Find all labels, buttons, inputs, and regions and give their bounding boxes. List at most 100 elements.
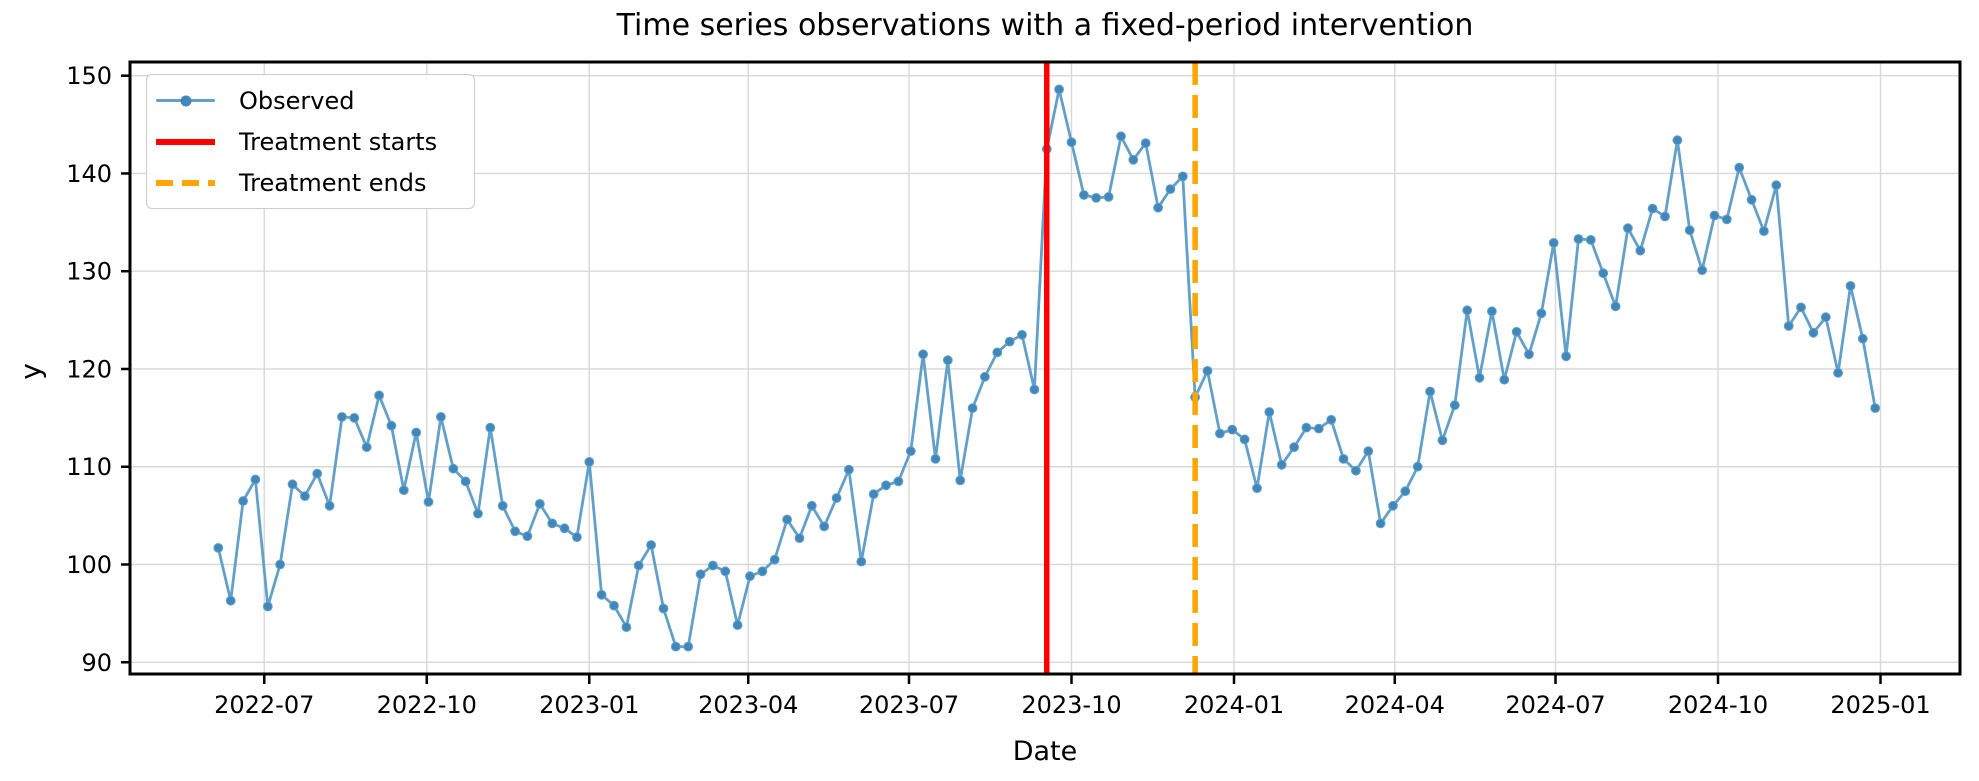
x-tick-label: 2022-07 (214, 691, 314, 719)
observed-data-point (1276, 459, 1287, 470)
observed-data-point (374, 390, 385, 401)
observed-data-point (732, 620, 743, 630)
plot-border (128, 60, 1962, 676)
observed-data-point (361, 442, 372, 453)
observed-data-point (1140, 138, 1151, 149)
treatment-start-line-sample-icon (156, 138, 215, 145)
observed-data-point (1017, 329, 1027, 340)
observed-data-point (1721, 214, 1732, 225)
observed-data-point (1054, 84, 1064, 95)
x-tick-label: 2024-07 (1505, 691, 1605, 719)
observed-data-point (769, 554, 780, 565)
observed-data-point (1202, 366, 1213, 376)
observed-data-point (1252, 483, 1262, 494)
observed-data-point (881, 480, 891, 491)
observed-data-point (1697, 265, 1707, 276)
observed-data-point (918, 349, 928, 360)
observed-data-point (1153, 202, 1163, 213)
observed-data-point (349, 413, 360, 423)
observed-data-point (448, 463, 459, 474)
observed-marker-icon (180, 95, 191, 106)
observed-data-point (1301, 422, 1312, 433)
y-tick-label: 90 (81, 649, 112, 677)
observed-data-point (423, 497, 434, 507)
observed-data-point (868, 489, 879, 500)
observed-data-point (1524, 349, 1534, 360)
observed-data-point (1759, 226, 1769, 237)
observed-data-point (992, 347, 1003, 358)
x-tick-label: 2022-10 (377, 691, 477, 719)
observed-data-point (1326, 414, 1337, 425)
observed-data-point (1746, 194, 1757, 205)
observed-data-point (819, 521, 830, 532)
observed-data-point (559, 523, 570, 534)
observed-data-point (670, 641, 681, 652)
observed-data-point (497, 500, 508, 511)
observed-data-point (1091, 193, 1102, 203)
observed-data-point (300, 491, 310, 502)
observed-data-point (1820, 312, 1831, 323)
observed-data-point (1598, 268, 1609, 279)
observed-data-point (1647, 203, 1658, 214)
observed-data-point (386, 420, 397, 431)
observed-data-point (1289, 442, 1299, 453)
observed-data-point (275, 559, 286, 570)
observed-data-point (980, 371, 990, 382)
y-tick-label: 120 (66, 355, 112, 383)
observed-data-point (1536, 308, 1547, 319)
observed-data-point (213, 543, 224, 553)
x-tick-label: 2024-04 (1345, 691, 1445, 719)
observed-data-point (1400, 486, 1411, 497)
observed-data-point (287, 479, 298, 490)
observed-data-point (893, 476, 904, 487)
y-tick-label: 110 (66, 453, 112, 481)
observed-data-point (844, 464, 854, 475)
observed-data-point (1215, 428, 1225, 439)
observed-data-point (930, 454, 941, 464)
observed-data-point (1437, 435, 1448, 446)
observed-data-point (1783, 321, 1794, 331)
observed-data-point (1363, 446, 1374, 457)
legend-label: Treatment ends (239, 168, 427, 197)
observed-data-point (1709, 210, 1720, 221)
x-tick-label: 2024-01 (1184, 691, 1284, 719)
observed-data-point (225, 595, 236, 606)
observed-data-point (695, 569, 706, 580)
observed-data-point (238, 496, 249, 506)
observed-data-point (473, 508, 483, 519)
observed-data-point (1573, 234, 1584, 244)
observed-data-point (1548, 238, 1559, 248)
observed-data-point (1635, 245, 1646, 256)
observed-data-point (1313, 423, 1324, 434)
observed-data-point (547, 518, 558, 529)
observed-data-point (905, 446, 916, 457)
observed-data-point (1388, 500, 1398, 511)
observed-data-point (1128, 154, 1139, 165)
observed-data-point (572, 532, 582, 542)
observed-data-point (485, 422, 496, 433)
legend-entry-treatment-starts: Treatment starts (156, 122, 474, 162)
x-tick-label: 2024-10 (1668, 691, 1768, 719)
treatment-end-line-sample-icon (156, 179, 215, 186)
observed-data-point (1239, 434, 1250, 445)
observed-data-point (967, 403, 978, 414)
observed-data-point (609, 600, 619, 611)
x-tick-label: 2023-10 (1021, 691, 1121, 719)
observed-data-point (1623, 223, 1633, 234)
legend-label: Treatment starts (239, 127, 438, 156)
observed-data-point (1845, 281, 1856, 291)
observed-data-point (1610, 301, 1621, 312)
observed-data-point (1066, 137, 1077, 148)
observed-data-point (1487, 306, 1497, 317)
observed-data-point (1672, 135, 1683, 146)
observed-data-point (312, 468, 323, 479)
observed-line-sample-icon (156, 95, 215, 106)
observed-data-point (1499, 374, 1510, 385)
y-tick-label: 100 (66, 551, 112, 579)
observed-data-point (1079, 190, 1089, 200)
observed-data-point (1425, 386, 1435, 397)
observed-data-point (806, 500, 817, 511)
observed-data-point (757, 566, 768, 577)
legend: Observed Treatment starts Treatment ends (146, 74, 475, 209)
